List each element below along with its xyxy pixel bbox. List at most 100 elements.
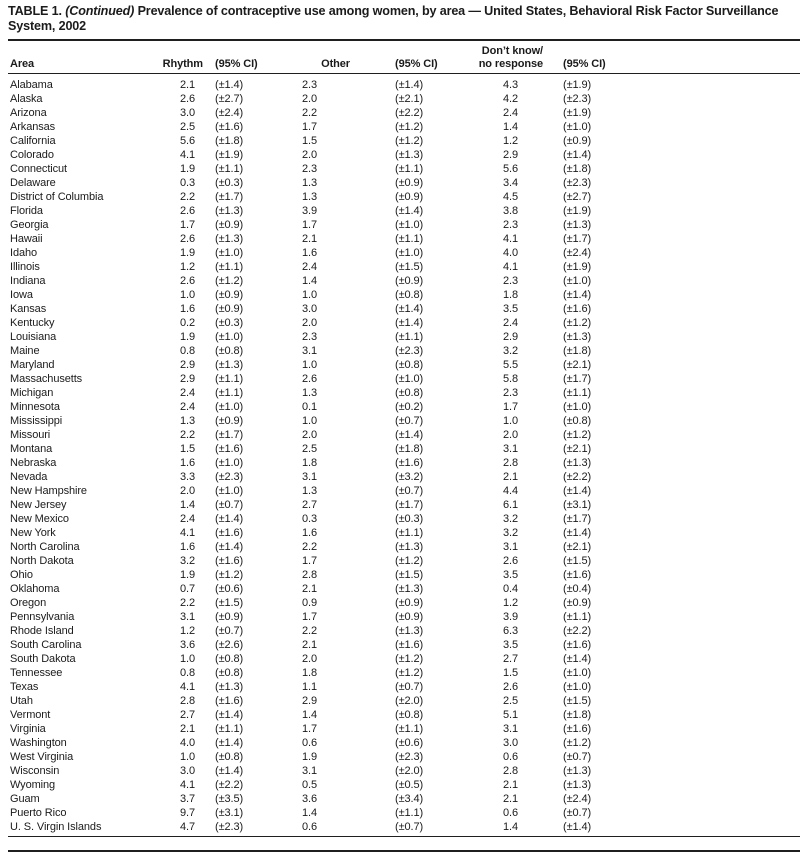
cell-area: Nebraska <box>10 457 57 469</box>
cell-rhythm-value: 2.4 <box>180 513 195 525</box>
cell-dont-know-value: 3.5 <box>503 639 518 651</box>
cell-other-ci: (±0.6) <box>395 737 424 749</box>
cell-dont-know-value: 0.4 <box>503 583 518 595</box>
cell-other-ci: (±0.8) <box>395 387 424 399</box>
cell-other-value: 1.9 <box>302 751 317 763</box>
cell-rhythm-value: 1.6 <box>180 303 195 315</box>
cell-rhythm-ci: (±1.0) <box>215 401 244 413</box>
cell-other-ci: (±1.5) <box>395 261 424 273</box>
table-row: Mississippi 1.3 (±0.9) 1.0 (±0.7) 1.0 (±0.8) <box>8 414 800 428</box>
cell-rhythm-ci: (±1.8) <box>215 135 244 147</box>
cell-filler <box>623 456 800 470</box>
cell-rhythm-value: 1.5 <box>180 443 195 455</box>
table-row: Maryland 2.9 (±1.3) 1.0 (±0.8) 5.5 (±2.1) <box>8 358 800 372</box>
cell-area: Kentucky <box>10 317 55 329</box>
cell-filler <box>623 568 800 582</box>
col-header-area: Area <box>8 43 150 74</box>
table-row: Rhode Island 1.2 (±0.7) 2.2 (±1.3) 6.3 (±2.2) <box>8 624 800 638</box>
cell-filler <box>623 106 800 120</box>
table-row: Georgia 1.7 (±0.9) 1.7 (±1.0) 2.3 (±1.3) <box>8 218 800 232</box>
cell-filler <box>623 316 800 330</box>
cell-area: New York <box>10 527 56 539</box>
cell-rhythm-value: 4.1 <box>180 527 195 539</box>
cell-filler <box>623 666 800 680</box>
table-title: TABLE 1. (Continued) Prevalence of contr… <box>8 4 802 34</box>
cell-rhythm-value: 1.0 <box>180 653 195 665</box>
cell-filler <box>623 92 800 106</box>
table-row: Pennsylvania 3.1 (±0.9) 1.7 (±0.9) 3.9 (±1.1) <box>8 610 800 624</box>
cell-rhythm-value: 3.0 <box>180 107 195 119</box>
cell-dont-know-value: 3.2 <box>503 345 518 357</box>
cell-filler <box>623 638 800 652</box>
cell-dont-know-ci: (±1.4) <box>563 485 592 497</box>
cell-dont-know-ci: (±1.0) <box>563 121 592 133</box>
cell-other-value: 1.7 <box>302 723 317 735</box>
table-row: Louisiana 1.9 (±1.0) 2.3 (±1.1) 2.9 (±1.3) <box>8 330 800 344</box>
cell-area: Missouri <box>10 429 51 441</box>
cell-other-ci: (±2.2) <box>395 107 424 119</box>
table-row: Illinois 1.2 (±1.1) 2.4 (±1.5) 4.1 (±1.9) <box>8 260 800 274</box>
cell-rhythm-ci: (±1.3) <box>215 359 244 371</box>
table-row: Arizona 3.0 (±2.4) 2.2 (±2.2) 2.4 (±1.9) <box>8 106 800 120</box>
cell-other-value: 1.7 <box>302 555 317 567</box>
cell-area: Maine <box>10 345 40 357</box>
cell-area: District of Columbia <box>10 191 104 203</box>
cell-other-ci: (±1.1) <box>395 723 424 735</box>
cell-other-value: 3.0 <box>302 303 317 315</box>
cell-dont-know-ci: (±1.0) <box>563 667 592 679</box>
table-row: Tennessee 0.8 (±0.8) 1.8 (±1.2) 1.5 (±1.0) <box>8 666 800 680</box>
cell-other-ci: (±1.1) <box>395 807 424 819</box>
cell-dont-know-ci: (±2.1) <box>563 443 592 455</box>
cell-dont-know-value: 6.1 <box>503 499 518 511</box>
table-row: New Jersey 1.4 (±0.7) 2.7 (±1.7) 6.1 (±3.1) <box>8 498 800 512</box>
cell-dont-know-ci: (±1.9) <box>563 205 592 217</box>
cell-dont-know-value: 5.1 <box>503 709 518 721</box>
table-row: Colorado 4.1 (±1.9) 2.0 (±1.3) 2.9 (±1.4) <box>8 148 800 162</box>
cell-area: Mississippi <box>10 415 63 427</box>
table-caption-text: Prevalence of contraceptive use among wo… <box>137 4 779 18</box>
cell-area: Ohio <box>10 569 33 581</box>
cell-dont-know-ci: (±1.4) <box>563 527 592 539</box>
cell-rhythm-ci: (±0.8) <box>215 653 244 665</box>
cell-filler <box>623 722 800 736</box>
cell-area: Alaska <box>10 93 43 105</box>
cell-other-ci: (±1.4) <box>395 317 424 329</box>
table-row: Massachusetts 2.9 (±1.1) 2.6 (±1.0) 5.8 (±1.7) <box>8 372 800 386</box>
cell-area: Arkansas <box>10 121 56 133</box>
cell-dont-know-ci: (±2.3) <box>563 177 592 189</box>
cell-rhythm-ci: (±0.3) <box>215 177 244 189</box>
cell-dont-know-value: 5.8 <box>503 373 518 385</box>
cell-dont-know-value: 2.1 <box>503 793 518 805</box>
cell-dont-know-value: 4.2 <box>503 93 518 105</box>
cell-other-ci: (±0.3) <box>395 513 424 525</box>
cell-rhythm-ci: (±2.2) <box>215 779 244 791</box>
cell-other-value: 3.1 <box>302 471 317 483</box>
cell-area: Rhode Island <box>10 625 74 637</box>
cell-dont-know-value: 3.5 <box>503 303 518 315</box>
cell-other-value: 2.0 <box>302 429 317 441</box>
table-row: Guam 3.7 (±3.5) 3.6 (±3.4) 2.1 (±2.4) <box>8 792 800 806</box>
cell-dont-know-value: 2.0 <box>503 429 518 441</box>
cell-rhythm-ci: (±2.3) <box>215 821 244 833</box>
cell-dont-know-value: 4.3 <box>503 79 518 91</box>
cell-other-value: 2.3 <box>302 79 317 91</box>
table-row: New York 4.1 (±1.6) 1.6 (±1.1) 3.2 (±1.4) <box>8 526 800 540</box>
cell-rhythm-ci: (±0.9) <box>215 611 244 623</box>
cell-dont-know-ci: (±1.2) <box>563 737 592 749</box>
page-bottom-rule <box>8 850 800 852</box>
cell-dont-know-value: 4.1 <box>503 261 518 273</box>
cell-dont-know-value: 3.5 <box>503 569 518 581</box>
cell-rhythm-ci: (±1.7) <box>215 429 244 441</box>
cell-other-ci: (±1.5) <box>395 569 424 581</box>
cell-other-ci: (±1.7) <box>395 499 424 511</box>
cell-dont-know-ci: (±1.7) <box>563 373 592 385</box>
cell-area: Tennessee <box>10 667 63 679</box>
cell-filler <box>623 288 800 302</box>
cell-dont-know-value: 2.7 <box>503 653 518 665</box>
cell-filler <box>623 330 800 344</box>
cell-other-ci: (±1.2) <box>395 135 424 147</box>
cell-filler <box>623 806 800 820</box>
cell-rhythm-value: 4.1 <box>180 779 195 791</box>
cell-other-value: 1.6 <box>302 527 317 539</box>
table-row: Wisconsin 3.0 (±1.4) 3.1 (±2.0) 2.8 (±1.3) <box>8 764 800 778</box>
